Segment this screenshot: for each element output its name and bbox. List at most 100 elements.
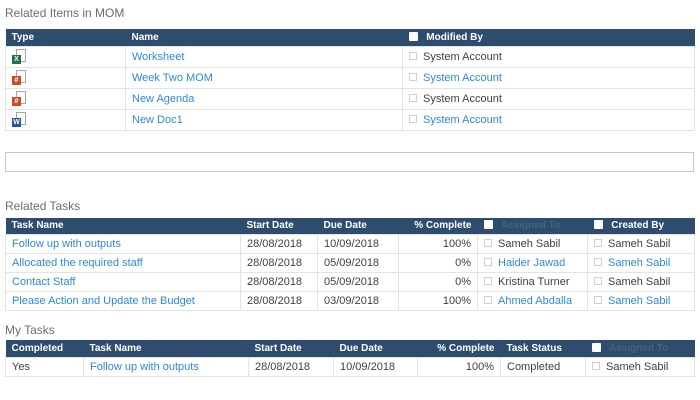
select-all-checkbox[interactable]	[593, 220, 603, 230]
cell-task-name: Please Action and Update the Budget	[5, 291, 241, 311]
column-header-label: Task Name	[89, 342, 142, 354]
column-header-task-name[interactable]: Task Name	[83, 340, 249, 357]
column-header-due-date[interactable]: Due Date	[317, 217, 399, 235]
row-checkbox[interactable]	[594, 277, 602, 285]
item-link[interactable]: New Agenda	[132, 92, 195, 105]
cell-created-by: Sameh Sabil	[587, 272, 695, 292]
column-header-label: Start Date	[254, 342, 302, 354]
person-link[interactable]: System Account	[423, 92, 502, 105]
column-header-label: % Complete	[437, 342, 495, 354]
row-checkbox[interactable]	[592, 361, 600, 370]
cell-name: Week Two MOM	[125, 66, 403, 89]
row-checkbox[interactable]	[409, 114, 417, 123]
row-checkbox[interactable]	[409, 93, 417, 102]
item-link[interactable]: Week Two MOM	[132, 71, 213, 84]
section-title-related-items: Related Items in MOM	[5, 6, 125, 20]
cell-completed: Yes	[5, 356, 84, 377]
cell-start-date: 28/08/2018	[240, 272, 318, 292]
empty-input-box[interactable]	[5, 151, 694, 172]
task-link[interactable]: Contact Staff	[12, 276, 76, 288]
person-link[interactable]: Sameh Sabil	[608, 276, 671, 288]
red-grid-file-icon	[12, 69, 27, 85]
column-header-assigned-to[interactable]: Assigned To	[477, 217, 588, 235]
table-row: Follow up with outputs 28/08/2018 10/09/…	[5, 234, 695, 254]
word-file-icon	[12, 111, 27, 127]
related-items-table: Type Name Modified By Worksheet System A…	[5, 29, 695, 131]
column-header-assigned-to[interactable]: Assigned To	[585, 340, 695, 357]
cell-due-date: 10/09/2018	[333, 356, 418, 377]
row-checkbox[interactable]	[409, 72, 417, 81]
cell-type	[5, 108, 126, 131]
table-row: Please Action and Update the Budget 28/0…	[5, 291, 695, 311]
row-checkbox[interactable]	[484, 258, 492, 266]
column-header-label: % Complete	[414, 220, 472, 232]
column-header-start-date[interactable]: Start Date	[240, 217, 318, 235]
row-checkbox[interactable]	[409, 51, 417, 60]
row-checkbox[interactable]	[594, 239, 602, 247]
person-link[interactable]: Ahmed Abdalla	[498, 295, 572, 307]
column-header-label: Start Date	[246, 220, 294, 232]
table-row: Week Two MOM System Account	[5, 66, 695, 89]
header-row: Type Name Modified By	[5, 29, 695, 46]
column-header-label: Due Date	[339, 342, 383, 354]
cell-type	[5, 87, 126, 110]
cell-task-status: Completed	[500, 356, 586, 377]
person-link[interactable]: System Account	[423, 71, 502, 84]
row-checkbox[interactable]	[484, 239, 492, 247]
select-all-checkbox[interactable]	[591, 342, 601, 352]
task-link[interactable]: Allocated the required staff	[12, 257, 143, 269]
task-link[interactable]: Please Action and Update the Budget	[12, 295, 195, 307]
person-link[interactable]: Sameh Sabil	[606, 360, 669, 373]
select-all-checkbox[interactable]	[483, 220, 493, 230]
column-header-pct-complete[interactable]: % Complete	[398, 217, 478, 235]
person-link[interactable]: Sameh Sabil	[608, 257, 671, 269]
cell-due-date: 05/09/2018	[317, 253, 399, 273]
column-header-type[interactable]: Type	[5, 29, 126, 46]
cell-task-name: Allocated the required staff	[5, 253, 241, 273]
row-checkbox[interactable]	[594, 258, 602, 266]
item-link[interactable]: New Doc1	[132, 113, 183, 126]
column-header-task-name[interactable]: Task Name	[5, 217, 241, 235]
header-row: Completed Task Name Start Date Due Date …	[5, 340, 695, 357]
column-header-name[interactable]: Name	[125, 29, 403, 46]
cell-name: New Doc1	[125, 108, 403, 131]
column-header-task-status[interactable]: Task Status	[500, 340, 586, 357]
table-row: Worksheet System Account	[5, 45, 695, 68]
table-row: New Doc1 System Account	[5, 108, 695, 131]
row-checkbox[interactable]	[484, 277, 492, 285]
table-row: Allocated the required staff 28/08/2018 …	[5, 253, 695, 273]
section-title-related-tasks: Related Tasks	[5, 198, 81, 213]
person-link[interactable]: Sameh Sabil	[608, 238, 671, 250]
column-header-due-date[interactable]: Due Date	[333, 340, 418, 357]
person-link[interactable]: Haider Jawad	[498, 257, 566, 269]
person-link[interactable]: System Account	[423, 113, 502, 126]
person-link[interactable]: Kristina Turner	[498, 276, 570, 288]
column-header-created-by[interactable]: Created By	[587, 217, 695, 235]
cell-created-by: Sameh Sabil	[587, 253, 695, 273]
header-row: Task Name Start Date Due Date % Complete…	[5, 217, 695, 235]
cell-assigned-to: Sameh Sabil	[585, 356, 695, 377]
column-header-label: Assigned To	[608, 342, 669, 354]
person-link[interactable]: Sameh Sabil	[608, 295, 671, 307]
row-checkbox[interactable]	[594, 296, 602, 304]
column-header-start-date[interactable]: Start Date	[248, 340, 334, 357]
task-link[interactable]: Follow up with outputs	[12, 238, 121, 250]
person-link[interactable]: Sameh Sabil	[498, 238, 561, 250]
task-link[interactable]: Follow up with outputs	[90, 360, 199, 373]
cell-start-date: 28/08/2018	[240, 253, 318, 273]
cell-type	[5, 45, 126, 68]
column-header-completed[interactable]: Completed	[5, 340, 84, 357]
page: Related Items in MOM Type Name Modified …	[0, 0, 700, 377]
row-checkbox[interactable]	[484, 296, 492, 304]
item-link[interactable]: Worksheet	[132, 50, 185, 63]
column-header-modified-by[interactable]: Modified By	[402, 29, 695, 46]
red-grid-file-icon	[12, 90, 27, 106]
table-row: Contact Staff 28/08/2018 05/09/2018 0% K…	[5, 272, 695, 292]
cell-assigned-to: Ahmed Abdalla	[477, 291, 588, 311]
cell-assigned-to: Kristina Turner	[477, 272, 588, 292]
person-link[interactable]: System Account	[423, 50, 502, 63]
column-header-pct-complete[interactable]: % Complete	[417, 340, 501, 357]
cell-task-name: Follow up with outputs	[5, 234, 241, 254]
select-all-checkbox[interactable]	[408, 31, 418, 41]
cell-due-date: 03/09/2018	[317, 291, 399, 311]
